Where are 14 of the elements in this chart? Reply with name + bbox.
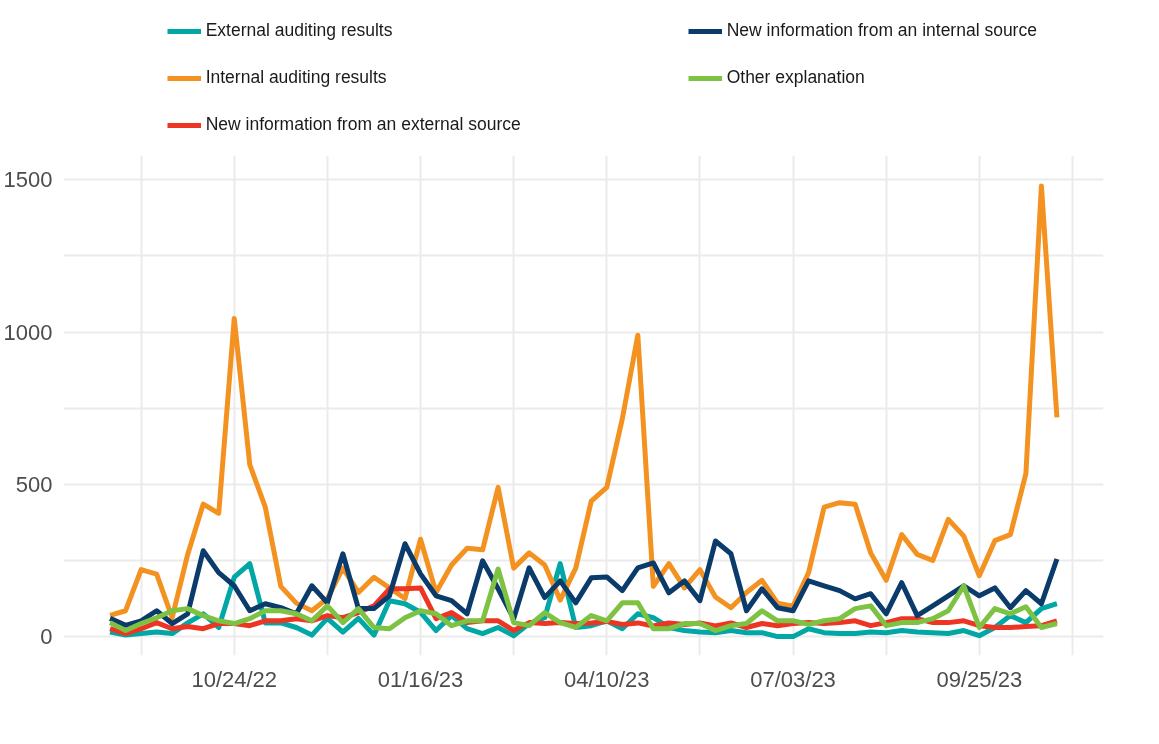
y-tick-label: 1500 [3,167,53,193]
x-tick-label: 04/10/23 [563,666,650,692]
legend-label: New information from an external source [205,114,522,135]
legend-label: New information from an internal source [726,20,1038,41]
legend-label: External auditing results [205,20,394,41]
x-tick-label: 07/03/23 [750,666,836,692]
legend-label: Other explanation [726,67,866,88]
x-tick-label: 09/25/23 [936,666,1023,692]
y-tick-label: 1000 [3,319,53,345]
x-tick-label: 10/24/22 [191,666,278,692]
y-tick-label: 0 [40,624,53,650]
legend-label: Internal auditing results [205,67,388,88]
x-tick-label: 01/16/23 [377,666,464,692]
y-tick-label: 500 [15,471,53,497]
